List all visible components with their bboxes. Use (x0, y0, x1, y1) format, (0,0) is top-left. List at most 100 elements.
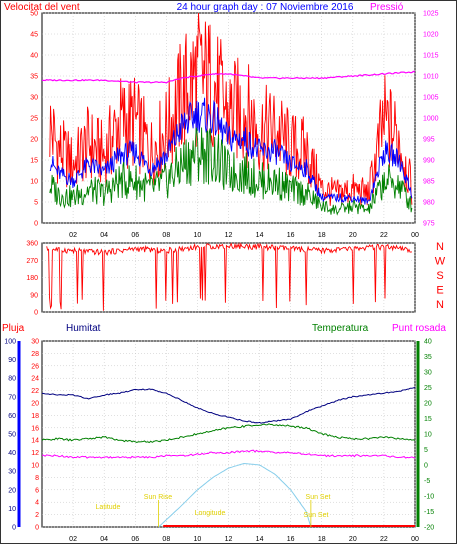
humidity-tick: 40 (8, 450, 16, 457)
wind-average-line (49, 97, 413, 205)
pressure-right-tick: 980 (423, 200, 435, 207)
wind-left-tick: 35 (30, 74, 38, 81)
rain-tick: 26 (31, 363, 39, 370)
direction-left-tick: 270 (26, 258, 38, 265)
climate-x-tick: 14 (256, 536, 264, 543)
direction-left-tick: 90 (30, 292, 38, 299)
wind-left-tick: 0 (34, 221, 38, 228)
temperature-tick: 10 (424, 432, 432, 439)
rain-tick: 14 (31, 438, 39, 445)
sun-annotation: Longitude (195, 510, 226, 517)
climate-x-tick: 06 (131, 536, 139, 543)
wind-x-tick: 08 (162, 232, 170, 239)
rain-tick: 30 (31, 339, 39, 346)
wind-left-tick: 25 (30, 116, 38, 123)
humidity-tick: 50 (8, 432, 16, 439)
rain-tick: 4 (35, 500, 39, 507)
rain-tick: 12 (31, 450, 39, 457)
pressure-right-tick: 990 (423, 158, 435, 165)
wind-left-tick: 50 (30, 11, 38, 18)
climate-x-tick: 20 (349, 536, 357, 543)
wind-x-tick: 04 (100, 232, 108, 239)
wind-direction-line (46, 242, 413, 311)
wind-x-tick: 14 (256, 232, 264, 239)
wind-left-tick: 40 (30, 53, 38, 60)
temperature-tick: 0 (424, 463, 428, 470)
climate-x-tick: 02 (69, 536, 77, 543)
wind-speed-line (49, 127, 413, 216)
rain-tick: 18 (31, 413, 39, 420)
sun-elevation-curve (158, 462, 312, 528)
climate-x-tick: 22 (380, 536, 388, 543)
temperature-tick: 30 (424, 370, 432, 377)
wind-left-tick: 20 (30, 137, 38, 144)
pressure-right-tick: 1010 (423, 74, 439, 81)
rain-tick: 0 (35, 525, 39, 532)
wind-left-tick: 10 (30, 179, 38, 186)
compass-label: N (436, 299, 444, 311)
temperature-tick: 35 (424, 354, 432, 361)
temperature-tick: -20 (424, 525, 434, 532)
humidity-line (41, 387, 416, 424)
temperature-tick: -15 (424, 509, 434, 516)
wind-x-tick: 22 (380, 232, 388, 239)
direction-left-tick: 0 (34, 310, 38, 317)
wind-x-tick: 02 (69, 232, 77, 239)
wind-left-tick: 30 (30, 95, 38, 102)
temperature-tick: -10 (424, 494, 434, 501)
rain-tick: 2 (35, 512, 39, 519)
rain-tick: 24 (31, 376, 39, 383)
rain-tick: 20 (31, 401, 39, 408)
pressure-right-tick: 1015 (423, 53, 439, 60)
dewpoint-line (42, 449, 416, 459)
climate-x-tick: 04 (100, 536, 108, 543)
humidity-tick: 70 (8, 394, 16, 401)
climate-x-tick: 08 (162, 536, 170, 543)
temperature-tick: -5 (424, 478, 430, 485)
humidity-tick: 80 (8, 376, 16, 383)
temperature-tick: 25 (424, 385, 432, 392)
pressure-right-tick: 1000 (423, 116, 439, 123)
climate-x-tick: 10 (194, 536, 202, 543)
direction-left-tick: 180 (26, 275, 38, 282)
humidity-tick: 0 (12, 525, 16, 532)
climate-x-tick: 00 (411, 536, 419, 543)
wind-left-tick: 45 (30, 32, 38, 39)
rain-tick: 10 (31, 463, 39, 470)
sun-annotation: Sun Set (306, 494, 331, 501)
wind-x-tick: 12 (225, 232, 233, 239)
humidity-tick: 100 (4, 339, 16, 346)
climate-x-tick: 18 (318, 536, 326, 543)
pressure-axis-label: Pressió (370, 2, 404, 13)
humidity-tick: 60 (8, 413, 16, 420)
rain-axis-label: Pluja (2, 323, 25, 334)
humidity-tick: 90 (8, 357, 16, 364)
compass-label: S (436, 270, 443, 282)
temperature-tick: 40 (424, 339, 432, 346)
sun-annotation: Sun Rise (144, 494, 173, 501)
humidity-tick: 20 (8, 487, 16, 494)
humidity-tick: 30 (8, 469, 16, 476)
pressure-right-tick: 1020 (423, 32, 439, 39)
compass-label: E (436, 285, 443, 297)
climate-x-tick: 12 (225, 536, 233, 543)
pressure-right-tick: 1005 (423, 95, 439, 102)
temperature-tick: 20 (424, 401, 432, 408)
pressure-right-tick: 995 (423, 137, 435, 144)
wind-x-tick: 18 (318, 232, 326, 239)
compass-label: N (436, 241, 444, 253)
pressure-right-tick: 985 (423, 179, 435, 186)
pressure-right-tick: 975 (423, 221, 435, 228)
wind-x-tick: 06 (131, 232, 139, 239)
wind-x-tick: 10 (194, 232, 202, 239)
wind-x-tick: 16 (287, 232, 295, 239)
chart-title: 24 hour graph day : 07 Noviembre 2016 (177, 2, 354, 13)
rain-tick: 28 (31, 351, 39, 358)
humidity-axis-label: Humitat (66, 323, 101, 334)
humidity-tick: 10 (8, 506, 16, 513)
temperature-axis-label: Temperatura (312, 323, 369, 334)
rain-tick: 8 (35, 475, 39, 482)
wind-left-tick: 15 (30, 158, 38, 165)
